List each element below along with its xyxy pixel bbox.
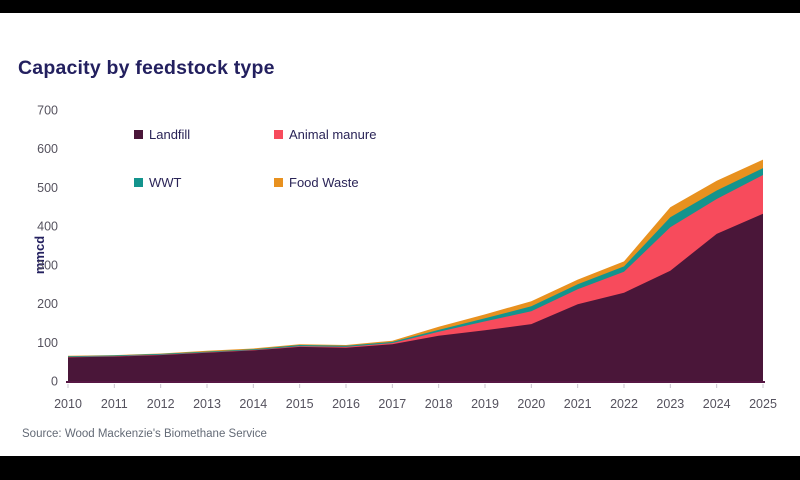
x-tick-label: 2021 — [564, 397, 592, 411]
y-tick-label: 700 — [37, 104, 58, 118]
x-tick-label: 2013 — [193, 397, 221, 411]
bottom-black-bar — [0, 456, 800, 480]
x-tick-label: 2017 — [378, 397, 406, 411]
chart-title: Capacity by feedstock type — [18, 57, 275, 80]
legend-item-wwt: WWT — [134, 174, 274, 190]
legend-label-landfill: Landfill — [149, 126, 191, 142]
y-tick-label: 500 — [37, 181, 58, 195]
legend-label-wwt: WWT — [149, 174, 182, 190]
x-tick-label: 2014 — [239, 397, 267, 411]
legend-label-animal-manure: Animal manure — [289, 126, 377, 142]
y-tick-label: 100 — [37, 336, 58, 350]
x-tick-label: 2022 — [610, 397, 638, 411]
y-tick-label: 400 — [37, 220, 58, 234]
y-tick-label: 600 — [37, 142, 58, 156]
x-tick-label: 2010 — [54, 397, 82, 411]
x-tick-label: 2016 — [332, 397, 360, 411]
legend-item-food-waste: Food Waste — [274, 174, 376, 190]
area-landfill — [68, 213, 763, 381]
y-tick-label: 0 — [51, 375, 58, 389]
legend: Landfill Animal manure WWT Food Waste — [134, 126, 376, 190]
legend-swatch-animal-manure — [274, 129, 283, 139]
source-attribution: Source: Wood Mackenzie's Biomethane Serv… — [22, 428, 267, 440]
legend-item-landfill: Landfill — [134, 126, 274, 142]
x-tick-label: 2012 — [147, 397, 175, 411]
legend-swatch-landfill — [134, 129, 143, 139]
y-tick-label: 300 — [37, 258, 58, 272]
legend-label-food-waste: Food Waste — [289, 174, 359, 190]
x-tick-label: 2025 — [749, 397, 777, 411]
x-tick-label: 2024 — [703, 397, 731, 411]
x-tick-label: 2023 — [656, 397, 684, 411]
x-tick-label: 2018 — [425, 397, 453, 411]
legend-swatch-food-waste — [274, 177, 283, 187]
x-tick-label: 2015 — [286, 397, 314, 411]
legend-item-animal-manure: Animal manure — [274, 126, 376, 142]
x-tick-label: 2011 — [101, 397, 128, 411]
y-tick-label: 200 — [37, 297, 58, 311]
x-tick-label: 2019 — [471, 397, 499, 411]
legend-swatch-wwt — [134, 177, 143, 187]
x-tick-label: 2020 — [517, 397, 545, 411]
top-black-bar — [0, 0, 800, 13]
